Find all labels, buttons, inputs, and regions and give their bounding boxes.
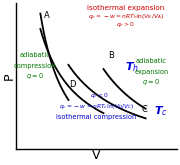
Text: $q_h = -w = nRT_h$ln$(V_B/V_A)$: $q_h = -w = nRT_h$ln$(V_B/V_A)$ [87,12,164,21]
Text: isothermal expansion: isothermal expansion [87,5,164,11]
Text: A: A [44,11,49,20]
Text: $q_c < 0$: $q_c < 0$ [90,91,109,99]
Text: adiabatic: adiabatic [20,52,51,59]
Text: T$_h$: T$_h$ [125,60,139,74]
Text: T$_c$: T$_c$ [154,104,168,118]
Y-axis label: P: P [3,72,16,80]
Text: adiabatic: adiabatic [136,58,167,64]
Text: C: C [142,105,148,114]
Text: D: D [69,80,76,89]
Text: B: B [108,51,114,60]
X-axis label: V: V [92,149,101,162]
Text: $q = 0$: $q = 0$ [142,77,160,87]
Text: compression: compression [14,63,56,69]
Text: $q_h > 0$: $q_h > 0$ [116,20,135,29]
Text: $q_c = -w = nRT_c$ln$(V_D/V_C)$: $q_c = -w = nRT_c$ln$(V_D/V_C)$ [59,102,134,111]
Text: isothermal compression: isothermal compression [56,114,137,120]
Text: expansion: expansion [134,69,168,75]
Text: $q = 0$: $q = 0$ [26,71,44,81]
